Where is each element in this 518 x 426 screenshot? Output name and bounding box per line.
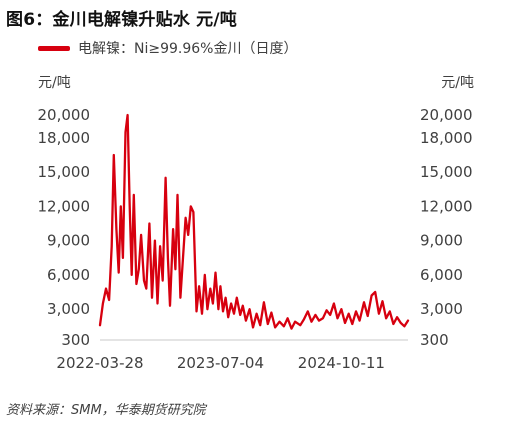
x-tick-label: 2023-07-04 — [177, 354, 264, 372]
left-y-tick-label: 3,000 — [47, 300, 90, 318]
right-y-axis: 300 3,000 6,000 9,000 12,000 15,000 18,000 20,0… — [420, 106, 473, 349]
x-tick-label: 2022-03-28 — [56, 354, 143, 372]
right-axis-unit: 元/吨 — [441, 75, 474, 91]
legend-label: 电解镍：Ni≥99.96%金川（日度） — [78, 41, 298, 57]
right-y-tick-label: 300 — [420, 331, 449, 349]
x-tick-label: 2024-10-11 — [298, 354, 385, 372]
right-y-tick-label: 6,000 — [420, 266, 463, 284]
legend-swatch — [38, 45, 70, 51]
right-y-tick-label: 18,000 — [420, 129, 473, 147]
source-note: 资料来源：SMM，华泰期货研究院 — [6, 403, 206, 418]
left-y-tick-label: 300 — [61, 331, 90, 349]
left-y-tick-label: 15,000 — [38, 163, 91, 181]
left-y-tick-label: 6,000 — [47, 266, 90, 284]
left-y-tick-label: 20,000 — [38, 106, 91, 124]
left-axis-unit: 元/吨 — [38, 75, 71, 91]
left-y-tick-label: 12,000 — [38, 197, 91, 215]
right-y-tick-label: 3,000 — [420, 300, 463, 318]
right-y-tick-label: 12,000 — [420, 197, 473, 215]
left-y-tick-label: 9,000 — [47, 232, 90, 250]
legend: 电解镍：Ni≥99.96%金川（日度） — [38, 38, 297, 58]
series-line-jinchuan-nickel-premium — [98, 113, 410, 330]
left-y-axis: 300 3,000 6,000 9,000 12,000 15,000 18,000 20,0… — [38, 106, 91, 349]
right-y-tick-label: 20,000 — [420, 106, 473, 124]
left-y-tick-label: 18,000 — [38, 129, 91, 147]
right-y-tick-label: 15,000 — [420, 163, 473, 181]
right-y-tick-label: 9,000 — [420, 232, 463, 250]
x-axis: 2022-03-28 2023-07-04 2024-10-11 — [56, 354, 385, 372]
figure-title: 图6：金川电解镍升贴水 元/吨 — [6, 10, 237, 30]
